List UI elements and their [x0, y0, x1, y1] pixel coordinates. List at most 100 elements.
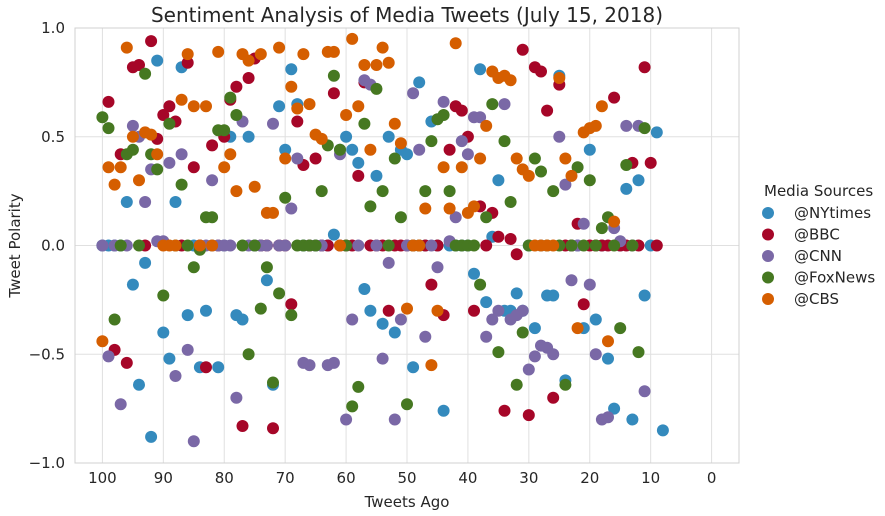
data-point — [638, 289, 651, 302]
data-point — [291, 102, 304, 115]
data-point — [547, 289, 560, 302]
data-point — [224, 91, 237, 104]
data-point — [468, 304, 480, 317]
data-point — [474, 278, 487, 291]
data-point — [620, 182, 633, 195]
data-point — [602, 352, 614, 365]
data-point — [644, 156, 657, 169]
data-point — [114, 398, 127, 411]
data-point — [145, 35, 158, 48]
data-point — [468, 267, 480, 280]
data-point — [285, 63, 298, 76]
x-tick-label: 60 — [337, 469, 356, 487]
data-point — [510, 248, 523, 261]
data-point — [382, 304, 395, 317]
data-point — [139, 196, 152, 208]
data-point — [230, 109, 243, 121]
data-point — [267, 117, 279, 130]
series-bbc — [102, 35, 663, 435]
data-point — [206, 174, 219, 187]
data-point — [340, 413, 353, 426]
data-point — [608, 215, 621, 228]
data-point — [114, 161, 127, 174]
data-point — [577, 217, 590, 230]
data-point — [352, 239, 365, 252]
data-point — [528, 152, 541, 165]
data-point — [394, 211, 407, 224]
data-point — [267, 422, 279, 435]
data-point — [553, 72, 566, 84]
data-point — [230, 80, 243, 93]
data-point — [510, 378, 523, 391]
x-tick-label: 10 — [641, 469, 660, 487]
data-point — [382, 239, 395, 252]
data-point — [516, 326, 529, 339]
x-tick-label: 20 — [580, 469, 599, 487]
data-point — [181, 56, 194, 69]
x-tick-labels: 100 90 80 70 60 50 40 30 20 10 0 — [88, 469, 716, 487]
data-point — [96, 335, 109, 348]
data-point — [413, 76, 426, 89]
data-point — [437, 95, 450, 108]
data-point — [419, 185, 432, 198]
data-point — [480, 239, 493, 252]
data-point — [589, 348, 602, 361]
data-point — [522, 169, 535, 182]
data-point — [656, 424, 669, 437]
x-tick-label: 80 — [215, 469, 234, 487]
data-point — [120, 41, 133, 54]
points-layer — [96, 32, 669, 448]
data-point — [595, 222, 608, 235]
y-tick-labels: −1.0 −0.5 0.0 0.5 1.0 — [29, 19, 65, 472]
data-point — [303, 98, 316, 111]
data-point — [468, 200, 480, 213]
data-point — [352, 100, 365, 113]
data-point — [163, 156, 176, 169]
data-point — [285, 202, 298, 215]
data-point — [133, 174, 145, 187]
data-point — [376, 41, 389, 54]
data-point — [200, 304, 212, 317]
data-point — [437, 109, 450, 121]
data-point — [236, 420, 249, 432]
data-point — [200, 100, 212, 113]
data-point — [139, 67, 152, 80]
x-tick-label: 50 — [397, 469, 416, 487]
plot-frame — [74, 27, 740, 464]
data-point — [449, 37, 462, 50]
data-point — [224, 239, 237, 252]
data-point — [279, 143, 292, 156]
data-point — [437, 161, 450, 174]
data-point — [187, 435, 200, 448]
data-point — [370, 59, 383, 71]
data-point — [120, 356, 133, 369]
data-point — [327, 228, 340, 241]
data-point — [608, 239, 621, 252]
data-point — [589, 239, 602, 252]
data-point — [114, 239, 127, 252]
data-point — [340, 109, 353, 121]
data-point — [571, 322, 584, 335]
data-point — [638, 61, 651, 74]
data-point — [157, 109, 170, 121]
data-point — [431, 304, 444, 317]
data-point — [388, 413, 401, 426]
data-point — [327, 356, 340, 369]
data-point — [394, 313, 407, 326]
data-point — [169, 196, 182, 208]
data-point — [504, 196, 517, 208]
data-point — [382, 56, 395, 69]
data-point — [608, 91, 621, 104]
data-point — [309, 239, 322, 252]
data-point — [340, 130, 353, 143]
data-point — [102, 161, 115, 174]
data-point — [401, 148, 413, 161]
data-point — [358, 59, 371, 71]
data-point — [254, 302, 267, 315]
legend-label: @NYtimes — [794, 204, 871, 222]
data-point — [151, 148, 164, 161]
data-point — [401, 302, 413, 315]
data-point — [388, 326, 401, 339]
data-point — [486, 98, 499, 111]
data-point — [577, 239, 590, 252]
